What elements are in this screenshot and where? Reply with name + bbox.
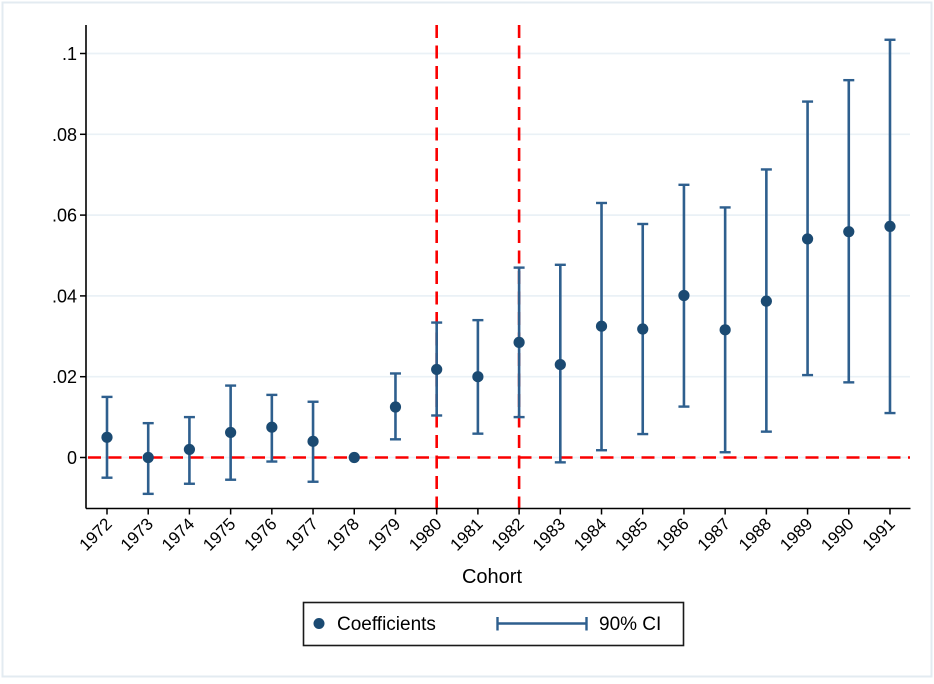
y-axis-tick-label-.1: .1 (62, 44, 77, 64)
coef-point-1980 (431, 363, 443, 376)
coef-point-1977 (307, 435, 319, 447)
coef-point-1991 (884, 220, 896, 233)
coef-point-1975 (225, 426, 237, 439)
y-axis-tick-label-.02: .02 (52, 367, 77, 387)
y-axis-tick-label-.08: .08 (52, 125, 77, 145)
legend-errorbar-icon (496, 617, 588, 631)
coef-point-1984 (595, 320, 608, 332)
coef-point-1974 (183, 443, 196, 456)
y-axis-tick-label-.06: .06 (52, 206, 77, 226)
coef-point-1981 (472, 371, 484, 383)
coef-point-1976 (266, 421, 278, 433)
legend-label-coefficients: Coefficients (337, 614, 436, 635)
coef-point-1988 (760, 295, 772, 307)
coef-point-1983 (554, 358, 566, 371)
reference-lines (88, 25, 910, 515)
legend-label-ci: 90% CI (599, 614, 661, 635)
y-axis-tick-label-0: 0 (67, 448, 77, 468)
coef-point-1979 (389, 401, 402, 413)
coef-point-1973 (142, 451, 154, 464)
coef-point-1972 (101, 431, 113, 443)
coef-point-1982 (513, 336, 525, 348)
x-axis-title: Cohort (462, 566, 522, 588)
legend: Coefficients 90% CI (302, 601, 685, 647)
x-axis-ticks (106, 508, 891, 515)
coef-point-1990 (843, 226, 855, 238)
coef-point-1987 (719, 324, 731, 336)
coef-point-1986 (678, 289, 690, 302)
coef-point-1989 (801, 233, 814, 245)
axes (80, 25, 911, 510)
y-axis-labels: 0 .02 .04 .06 .08 .1 (52, 44, 77, 468)
legend-coefficients-dot-icon (313, 618, 325, 629)
legend-box (302, 601, 685, 647)
coefficient-series (101, 38, 896, 496)
y-axis-tick-label-.04: .04 (52, 286, 77, 306)
coef-point-1978 (348, 451, 360, 464)
coef-point-1985 (637, 323, 649, 335)
